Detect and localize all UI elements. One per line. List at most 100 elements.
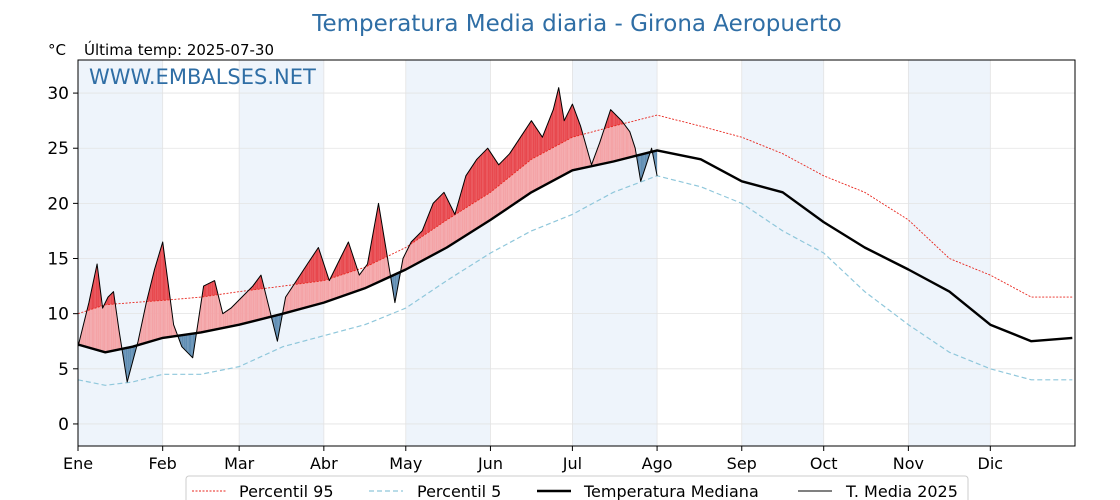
fill-above-median	[362, 269, 364, 290]
fill-above-p95	[614, 113, 617, 126]
fill-above-median	[454, 209, 457, 243]
fill-above-p95	[468, 169, 470, 207]
fill-above-median	[248, 288, 251, 323]
fill-above-p95	[520, 135, 522, 169]
fill-above-p95	[351, 250, 353, 272]
y-tick-label-15: 15	[47, 250, 69, 270]
fill-above-p95	[304, 266, 307, 284]
month-band-nov	[908, 60, 991, 446]
fill-below-median	[187, 334, 189, 354]
x-tick-label-jun: Jun	[477, 454, 503, 473]
fill-above-median	[297, 276, 300, 310]
fill-above-p95	[527, 124, 529, 163]
fill-above-median	[202, 286, 204, 333]
fill-above-p95	[525, 126, 528, 164]
fill-above-median	[599, 138, 602, 165]
fill-above-median	[139, 328, 141, 345]
fill-above-median	[84, 313, 87, 347]
fill-above-p95	[517, 139, 520, 171]
fill-above-p95	[312, 253, 315, 283]
plot-frame	[77, 59, 1076, 447]
fill-above-p95	[475, 159, 477, 202]
fill-above-median	[616, 115, 618, 161]
fill-above-median	[144, 302, 147, 344]
legend: Percentil 95 Percentil 5 Temperatura Med…	[185, 475, 969, 500]
unit-label: °C	[48, 41, 66, 59]
fill-above-median	[240, 297, 242, 325]
y-tick-label-25: 25	[47, 139, 69, 159]
fill-above-p95	[617, 116, 619, 126]
fill-above-p95	[333, 269, 335, 278]
fill-below-median	[278, 314, 281, 334]
fill-above-p95	[489, 150, 491, 194]
fill-above-median	[291, 286, 293, 312]
fill-above-p95	[530, 120, 532, 161]
fill-above-p95	[551, 109, 554, 149]
month-bands	[78, 60, 991, 446]
fill-above-median	[244, 292, 246, 324]
fill-above-median	[106, 297, 109, 352]
fill-above-p95	[464, 175, 466, 209]
fill-above-p95	[94, 270, 96, 309]
fill-above-median	[596, 146, 599, 165]
fill-above-p95	[441, 193, 443, 224]
fill-above-median	[618, 117, 621, 161]
fill-above-median	[247, 290, 249, 323]
fill-above-p95	[106, 297, 109, 305]
fill-above-median	[411, 240, 413, 267]
fill-above-p95	[558, 87, 561, 145]
fill-above-p95	[467, 171, 469, 207]
fill-above-median	[407, 247, 409, 269]
month-band-sep	[741, 60, 824, 446]
fill-above-median	[226, 309, 229, 328]
fill-above-p95	[448, 200, 450, 220]
fill-above-median	[295, 280, 297, 311]
fill-above-median	[83, 319, 85, 347]
fill-above-p95	[207, 283, 210, 297]
fill-above-median	[415, 236, 417, 265]
fill-above-p95	[553, 104, 555, 148]
fill-above-p95	[524, 128, 526, 165]
fill-above-median	[80, 330, 83, 346]
fill-above-median	[228, 309, 230, 327]
fill-above-p95	[306, 264, 308, 283]
fill-above-p95	[340, 255, 342, 276]
legend-label-current: T. Media 2025	[845, 482, 958, 500]
fill-above-median	[581, 130, 584, 169]
fill-above-p95	[433, 201, 435, 230]
fill-above-p95	[154, 264, 156, 302]
fill-above-p95	[561, 104, 563, 144]
fill-below-median	[132, 346, 134, 362]
fill-above-median	[101, 297, 103, 352]
fill-below-median	[181, 334, 184, 349]
fill-above-p95	[435, 199, 438, 228]
fill-below-median	[640, 154, 643, 182]
fill-above-p95	[300, 272, 302, 284]
fill-above-p95	[502, 159, 505, 183]
x-axis-ticks: Ene Feb Mar Abr May Jun Jul Ago Sep Oct Nov Dic	[63, 446, 1003, 473]
fill-above-median	[456, 204, 458, 242]
fill-above-p95	[497, 162, 499, 187]
fill-above-p95	[472, 163, 475, 204]
fill-above-p95	[575, 111, 577, 137]
x-tick-label-mar: Mar	[224, 454, 255, 473]
fill-above-median	[250, 287, 252, 322]
fill-above-p95	[479, 155, 481, 200]
fill-above-p95	[303, 268, 305, 284]
fill-above-median	[330, 275, 333, 301]
fill-above-median	[624, 124, 626, 159]
y-tick-label-10: 10	[47, 305, 69, 325]
fill-above-p95	[549, 116, 551, 150]
fill-above-p95	[483, 150, 485, 197]
fill-above-p95	[528, 122, 531, 162]
fill-above-median	[251, 286, 253, 322]
fill-above-p95	[310, 257, 312, 283]
fill-above-p95	[166, 272, 169, 301]
fill-above-p95	[516, 141, 518, 172]
fill-above-median	[147, 291, 150, 343]
month-band-ene	[78, 60, 163, 446]
fill-above-median	[239, 298, 241, 325]
fill-above-median	[293, 282, 296, 311]
fill-above-median	[230, 306, 233, 327]
